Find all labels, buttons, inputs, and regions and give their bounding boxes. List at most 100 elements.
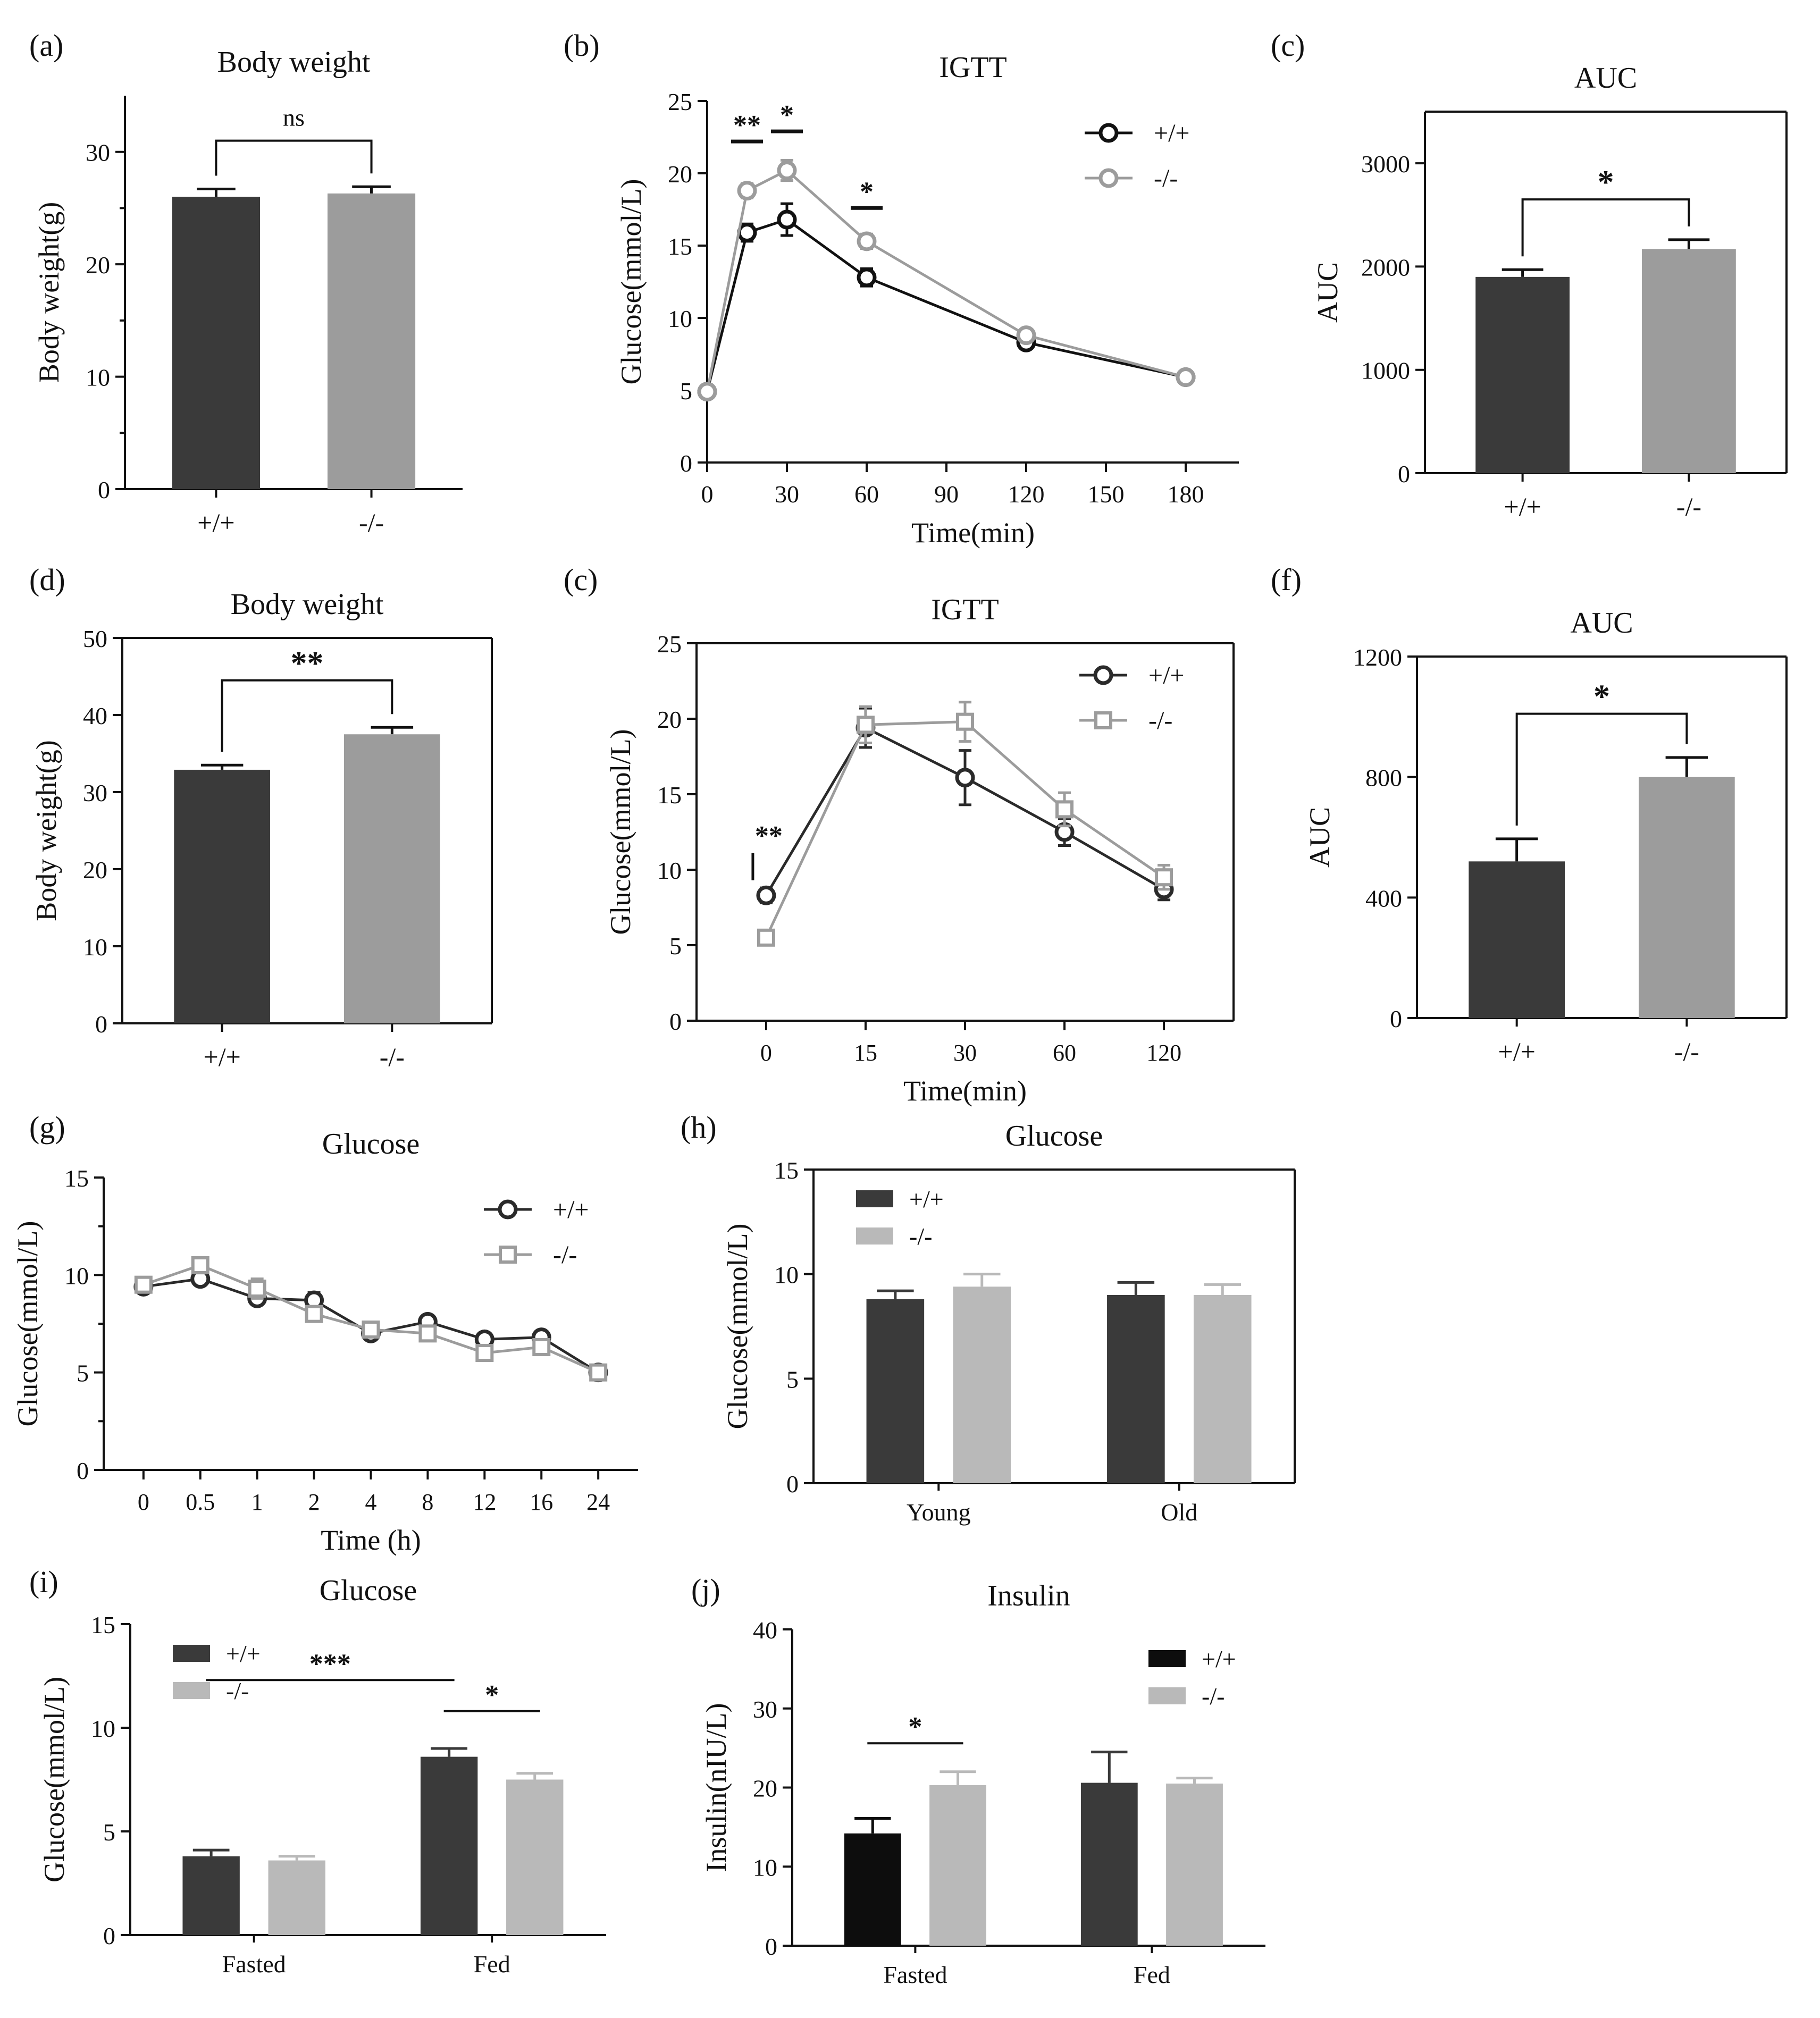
x-tick-label: 15 [854, 1040, 877, 1066]
y-tick-label: 15 [64, 1165, 89, 1192]
chart-title: IGTT [931, 593, 999, 626]
y-tick-label: 0 [765, 1933, 777, 1960]
y-tick-label: 3000 [1361, 150, 1410, 178]
significance-label: *** [309, 1649, 351, 1679]
y-tick-label: 0 [669, 1008, 682, 1035]
bar [929, 1785, 986, 1946]
significance-label: * [860, 176, 874, 207]
x-tick-label: 30 [775, 481, 799, 508]
y-tick-label: 20 [668, 161, 692, 188]
y-tick-label: 10 [657, 857, 682, 884]
x-tick-label: Fed [474, 1950, 510, 1978]
x-tick-label: +/+ [197, 508, 234, 537]
y-tick-label: 10 [668, 305, 692, 332]
data-point [697, 382, 717, 402]
data-point [589, 1363, 608, 1382]
data-point [737, 223, 757, 243]
panel-letter: (g) [29, 1110, 65, 1145]
x-tick-label: Fasted [883, 1961, 947, 1988]
y-tick-label: 0 [77, 1457, 89, 1484]
x-axis-label: Time(min) [911, 517, 1035, 549]
y-tick-label: 10 [91, 1715, 115, 1742]
bar [1469, 861, 1565, 1018]
x-tick-label: 60 [854, 481, 879, 508]
significance-bracket [221, 679, 393, 752]
significance-label: * [908, 1712, 922, 1742]
y-tick-label: 40 [83, 702, 107, 729]
data-point [756, 885, 776, 905]
y-tick-label: 10 [83, 934, 107, 961]
series-line [706, 218, 1186, 392]
data-point [777, 161, 797, 181]
y-axis-label: AUC [1312, 262, 1344, 323]
x-axis-label: Time (h) [321, 1524, 421, 1556]
bar [1107, 1295, 1165, 1483]
chart-title: Insulin [987, 1579, 1070, 1612]
x-tick-label: 8 [422, 1489, 433, 1515]
legend-label: -/- [1202, 1683, 1224, 1710]
significance-label: * [1593, 679, 1610, 715]
y-axis-label: Glucose(mmol/L) [722, 1224, 753, 1430]
chart-title: AUC [1574, 62, 1637, 95]
legend-label: +/+ [226, 1640, 261, 1667]
y-tick-label: 800 [1365, 764, 1402, 792]
bar [172, 197, 260, 489]
y-tick-label: 0 [103, 1922, 115, 1949]
y-tick-label: 25 [668, 88, 692, 115]
panel-letter: (c) [564, 562, 598, 597]
x-tick-label: 60 [1053, 1040, 1076, 1066]
series-line [706, 169, 1186, 392]
bar [1166, 1784, 1223, 1946]
x-tick-label: 180 [1168, 481, 1204, 508]
y-axis-label: Body weight(g) [30, 740, 62, 921]
panel-h: (h) Glucose 0 5 10 15 Glucose(mmol/L) Young Old +… [681, 1110, 1296, 1526]
y-axis-label: Glucose(mmol/L) [38, 1677, 70, 1882]
legend-label: -/- [553, 1241, 577, 1269]
bar [844, 1833, 901, 1946]
legend-swatch [1148, 1687, 1186, 1704]
panel-e: (c) IGTT 0 5 10 15 20 25 Glucose(mmol/L) Time(min… [564, 562, 1235, 1107]
y-tick-label: 2000 [1361, 254, 1410, 281]
y-tick-label: 15 [668, 233, 692, 260]
panel-a: (a) Body weight 0 10 20 30 Body weight(g) +/+ -/… [29, 28, 463, 537]
panel-letter: (h) [681, 1110, 717, 1145]
y-tick-label: 15 [657, 781, 682, 809]
y-tick-label: 5 [786, 1366, 799, 1393]
x-tick-label: 120 [1146, 1040, 1181, 1066]
data-point [418, 1324, 437, 1343]
panel-letter: (c) [1271, 28, 1305, 63]
panel-f: (f) AUC 0 400 800 1200 AUC +/+ -/- * [1271, 562, 1788, 1066]
bar [1642, 249, 1736, 473]
bar [268, 1860, 325, 1935]
data-point [1176, 367, 1196, 388]
y-tick-label: 10 [753, 1854, 777, 1881]
legend-label: -/- [1148, 707, 1172, 735]
y-axis-label: Body weight(g) [33, 202, 65, 383]
y-tick-label: 10 [86, 364, 110, 391]
data-point [362, 1321, 380, 1339]
y-tick-label: 0 [680, 450, 692, 477]
x-tick-label: 0 [701, 481, 714, 508]
x-tick-label: 30 [953, 1040, 977, 1066]
legend-label: +/+ [553, 1196, 589, 1224]
bar [1193, 1295, 1252, 1483]
y-axis-label: Insulin(nIU/L) [700, 1703, 732, 1872]
significance-bracket [1515, 712, 1688, 826]
significance-label: ** [733, 110, 761, 140]
y-tick-label: 30 [753, 1696, 777, 1723]
data-point [1155, 868, 1173, 887]
panel-letter: (d) [29, 562, 65, 597]
data-point [856, 716, 875, 734]
series-line [143, 1264, 599, 1374]
chart-title: Glucose [322, 1128, 420, 1161]
x-tick-label: +/+ [1504, 492, 1541, 522]
significance-label: * [1598, 164, 1614, 200]
y-tick-label: 20 [83, 856, 107, 884]
panel-letter: (j) [691, 1573, 720, 1607]
data-point [1016, 325, 1036, 346]
chart-title: IGTT [939, 51, 1007, 84]
data-point [857, 231, 877, 251]
x-tick-label: Fed [1134, 1961, 1170, 1988]
